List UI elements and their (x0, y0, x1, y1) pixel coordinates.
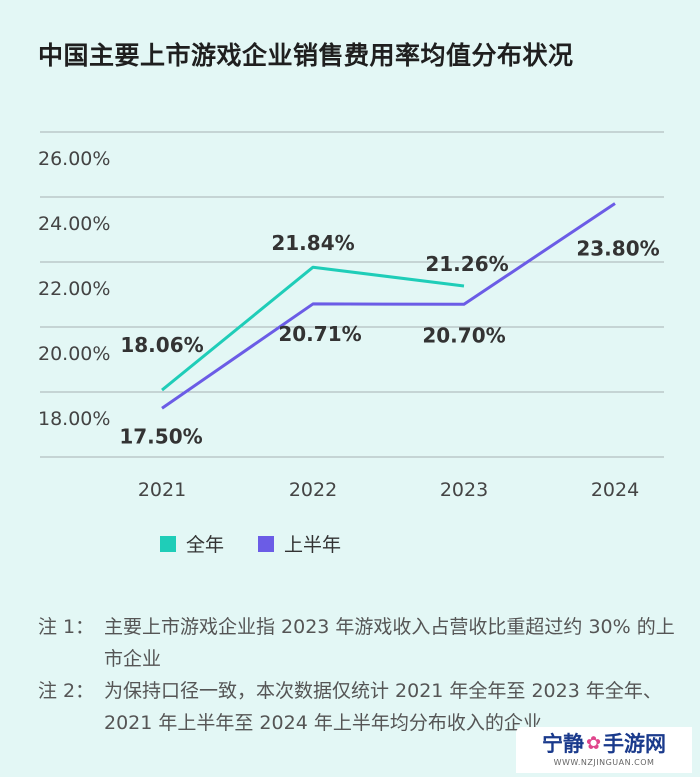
data-label: 21.26% (425, 252, 508, 276)
note-1-text: 主要上市游戏企业指 2023 年游戏收入占营收比重超过约 30% 的上市企业 (104, 616, 675, 670)
watermark-left: 宁静 (541, 732, 584, 756)
note-1-label: 注 1： (38, 616, 95, 638)
data-label: 20.71% (278, 322, 361, 346)
y-tick-label: 18.00% (38, 408, 110, 430)
note-1: 注 1： 主要上市游戏企业指 2023 年游戏收入占营收比重超过约 30% 的上… (38, 611, 678, 675)
data-label: 23.80% (576, 237, 659, 261)
x-tick-label: 2022 (289, 479, 337, 501)
watermark-mark-icon: ✿ (585, 733, 602, 754)
data-label: 21.84% (271, 231, 354, 255)
series-line-1 (161, 202, 616, 410)
watermark-right: 手游网 (603, 732, 667, 756)
data-label: 17.50% (119, 424, 202, 448)
legend-label-first-half: 上半年 (284, 534, 342, 556)
y-tick-label: 22.00% (38, 278, 110, 300)
legend-item-first-half: 上半年 (258, 530, 341, 557)
data-label: 20.70% (422, 323, 505, 347)
legend-label-full-year: 全年 (186, 534, 225, 556)
legend-item-full-year: 全年 (160, 530, 224, 557)
series-line-0 (161, 265, 465, 392)
watermark-url: WWW.NZJINGUAN.COM (553, 758, 655, 767)
note-2-text: 为保持口径一致，本次数据仅统计 2021 年全年至 2023 年全年、2021 … (104, 680, 662, 734)
x-tick-label: 2023 (440, 479, 488, 501)
chart-title: 中国主要上市游戏企业销售费用率均值分布状况 (38, 41, 574, 70)
line-chart: 18.00% 20.00% 22.00% 24.00% 26.00% 2021 2022 20… (38, 131, 664, 501)
y-tick-label: 24.00% (38, 213, 110, 235)
note-2: 注 2： 为保持口径一致，本次数据仅统计 2021 年全年至 2023 年全年、… (38, 675, 678, 739)
legend-swatch-full-year (160, 535, 176, 552)
x-tick-label: 2021 (138, 479, 186, 501)
data-label: 18.06% (120, 333, 203, 357)
y-tick-label: 20.00% (38, 343, 110, 365)
note-2-label: 注 2： (38, 680, 95, 702)
y-tick-label: 26.00% (38, 148, 110, 170)
watermark-title: 宁静 ✿ 手游网 (516, 727, 692, 757)
chart-legend: 全年 上半年 (160, 530, 341, 557)
legend-swatch-first-half (258, 535, 275, 552)
notes: 注 1： 主要上市游戏企业指 2023 年游戏收入占营收比重超过约 30% 的上… (38, 611, 678, 739)
watermark-logo: 宁静 ✿ 手游网 WWW.NZJINGUAN.COM (516, 727, 692, 773)
x-tick-label: 2024 (591, 479, 639, 501)
